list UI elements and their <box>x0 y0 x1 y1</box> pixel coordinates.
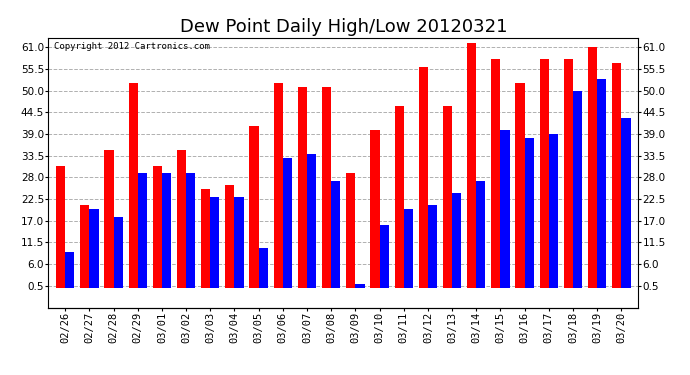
Bar <box>346 174 355 288</box>
Bar <box>573 91 582 288</box>
Bar <box>476 182 486 288</box>
Bar <box>404 209 413 288</box>
Bar <box>621 118 631 288</box>
Bar <box>380 225 388 288</box>
Bar <box>250 126 259 288</box>
Bar <box>283 158 292 288</box>
Bar <box>443 106 452 288</box>
Bar <box>90 209 99 288</box>
Bar <box>331 182 340 288</box>
Bar <box>138 174 147 288</box>
Bar <box>428 205 437 288</box>
Text: Copyright 2012 Cartronics.com: Copyright 2012 Cartronics.com <box>55 42 210 51</box>
Bar <box>114 217 123 288</box>
Bar <box>210 197 219 288</box>
Bar <box>515 83 524 288</box>
Bar <box>322 87 331 288</box>
Bar <box>307 154 316 288</box>
Bar <box>395 106 404 288</box>
Bar <box>152 166 162 288</box>
Bar <box>177 150 186 288</box>
Bar <box>186 174 195 288</box>
Bar <box>298 87 307 288</box>
Bar <box>588 47 597 288</box>
Bar <box>56 166 66 288</box>
Bar <box>80 205 90 288</box>
Bar <box>612 63 621 288</box>
Bar <box>467 44 476 288</box>
Bar <box>452 193 462 288</box>
Bar <box>104 150 114 288</box>
Bar <box>225 185 235 288</box>
Bar <box>371 130 380 288</box>
Bar <box>500 130 510 288</box>
Bar <box>564 59 573 288</box>
Bar <box>162 174 171 288</box>
Bar <box>549 134 558 288</box>
Bar <box>540 59 549 288</box>
Bar <box>235 197 244 288</box>
Bar <box>274 83 283 288</box>
Bar <box>66 252 75 288</box>
Bar <box>128 83 138 288</box>
Bar <box>597 79 607 288</box>
Title: Dew Point Daily High/Low 20120321: Dew Point Daily High/Low 20120321 <box>179 18 507 36</box>
Bar <box>355 284 364 288</box>
Bar <box>524 138 534 288</box>
Bar <box>259 248 268 288</box>
Bar <box>491 59 500 288</box>
Bar <box>201 189 210 288</box>
Bar <box>419 67 428 288</box>
